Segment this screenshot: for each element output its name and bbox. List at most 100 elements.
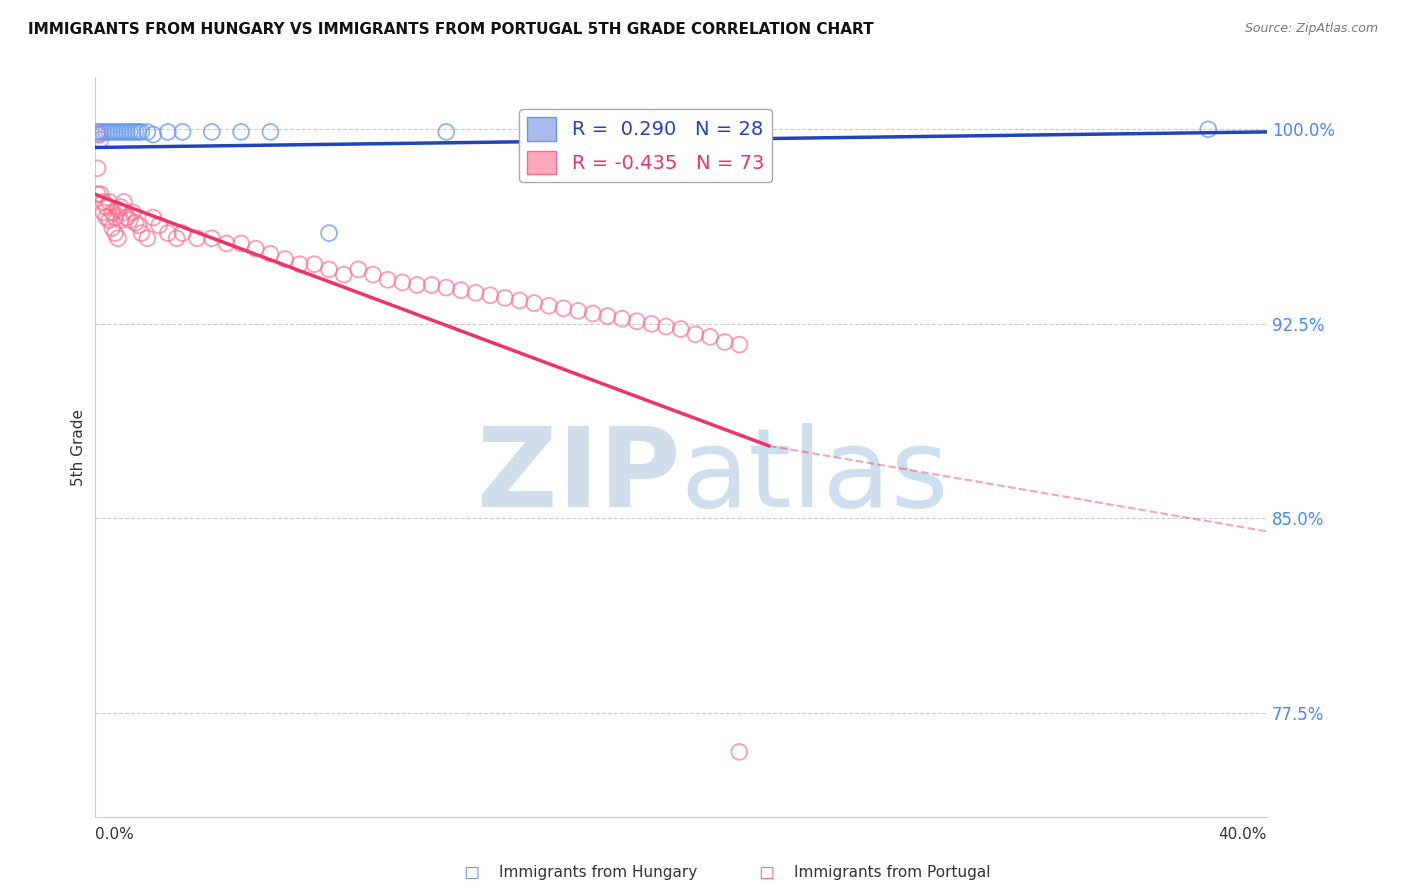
- Point: [89, 187, 111, 202]
- Point: [464, 285, 486, 300]
- Text: ◻: ◻: [758, 863, 775, 882]
- Y-axis label: 5th Grade: 5th Grade: [72, 409, 86, 485]
- Point: [215, 236, 238, 251]
- Point: [288, 257, 311, 271]
- Point: [104, 211, 127, 225]
- Point: [434, 125, 457, 139]
- Text: Immigrants from Portugal: Immigrants from Portugal: [794, 865, 991, 880]
- Point: [259, 125, 281, 139]
- Point: [318, 262, 340, 277]
- Legend: R =  0.290   N = 28, R = -0.435   N = 73: R = 0.290 N = 28, R = -0.435 N = 73: [519, 110, 772, 182]
- Point: [156, 125, 179, 139]
- Point: [728, 745, 751, 759]
- Point: [450, 283, 472, 297]
- Point: [89, 125, 111, 139]
- Point: [107, 202, 129, 217]
- Point: [118, 213, 141, 227]
- Point: [332, 268, 354, 282]
- Point: [229, 236, 252, 251]
- Point: [420, 277, 443, 292]
- Point: [728, 337, 751, 351]
- Point: [434, 280, 457, 294]
- Point: [655, 319, 678, 334]
- Point: [537, 299, 560, 313]
- Point: [406, 277, 429, 292]
- Point: [101, 125, 124, 139]
- Point: [110, 125, 132, 139]
- Point: [596, 309, 619, 323]
- Point: [89, 133, 111, 147]
- Point: [110, 200, 132, 214]
- Point: [523, 296, 546, 310]
- Point: [186, 231, 208, 245]
- Text: ZIP: ZIP: [478, 423, 681, 530]
- Point: [494, 291, 516, 305]
- Point: [115, 125, 138, 139]
- Point: [121, 205, 143, 219]
- Point: [229, 125, 252, 139]
- Point: [107, 231, 129, 245]
- Point: [104, 125, 127, 139]
- Point: [136, 231, 159, 245]
- Point: [509, 293, 531, 308]
- Point: [582, 306, 605, 320]
- Point: [128, 219, 150, 233]
- Point: [112, 125, 135, 139]
- Point: [128, 125, 150, 139]
- Point: [131, 125, 153, 139]
- Point: [98, 213, 121, 227]
- Point: [131, 226, 153, 240]
- Point: [115, 211, 138, 225]
- Point: [626, 314, 648, 328]
- Point: [93, 194, 115, 209]
- Point: [523, 125, 546, 139]
- Point: [259, 247, 281, 261]
- Point: [136, 125, 159, 139]
- Point: [86, 125, 108, 139]
- Point: [245, 242, 267, 256]
- Point: [101, 220, 124, 235]
- Point: [347, 262, 370, 277]
- Point: [172, 125, 194, 139]
- Point: [86, 161, 108, 176]
- Point: [124, 216, 146, 230]
- Point: [142, 211, 165, 225]
- Point: [567, 304, 589, 318]
- Point: [391, 276, 413, 290]
- Point: [89, 128, 111, 142]
- Point: [98, 125, 121, 139]
- Text: Immigrants from Hungary: Immigrants from Hungary: [499, 865, 697, 880]
- Point: [110, 213, 132, 227]
- Point: [201, 125, 224, 139]
- Point: [699, 330, 721, 344]
- Point: [96, 125, 118, 139]
- Point: [142, 128, 165, 142]
- Point: [318, 226, 340, 240]
- Point: [124, 125, 146, 139]
- Point: [112, 194, 135, 209]
- Point: [377, 273, 399, 287]
- Point: [148, 219, 170, 233]
- Point: [86, 187, 108, 202]
- Point: [118, 125, 141, 139]
- Point: [479, 288, 502, 302]
- Point: [96, 211, 118, 225]
- Point: [553, 301, 575, 316]
- Point: [101, 205, 124, 219]
- Point: [1197, 122, 1219, 136]
- Point: [553, 125, 575, 139]
- Point: [610, 311, 633, 326]
- Point: [104, 226, 127, 240]
- Text: ◻: ◻: [463, 863, 479, 882]
- Point: [107, 125, 129, 139]
- Point: [112, 205, 135, 219]
- Text: IMMIGRANTS FROM HUNGARY VS IMMIGRANTS FROM PORTUGAL 5TH GRADE CORRELATION CHART: IMMIGRANTS FROM HUNGARY VS IMMIGRANTS FR…: [28, 22, 873, 37]
- Text: 0.0%: 0.0%: [94, 827, 134, 842]
- Point: [201, 231, 224, 245]
- Point: [172, 226, 194, 240]
- Point: [669, 322, 692, 336]
- Point: [361, 268, 384, 282]
- Point: [93, 205, 115, 219]
- Point: [86, 128, 108, 142]
- Text: 40.0%: 40.0%: [1219, 827, 1267, 842]
